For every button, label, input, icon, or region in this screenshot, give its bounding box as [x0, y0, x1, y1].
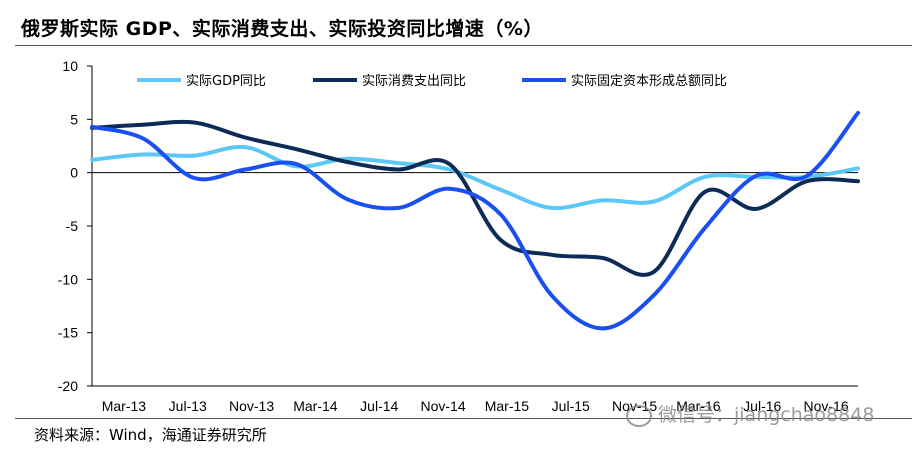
watermark: 微信号：jiangchao8848	[626, 400, 874, 427]
x-tick-label: Jul-15	[552, 398, 590, 414]
y-tick-label: -5	[66, 218, 79, 234]
y-tick-label: -20	[58, 378, 78, 394]
x-tick-label: Jul-13	[169, 398, 207, 414]
series-investment-line	[90, 110, 860, 331]
legend-label: 实际固定资本形成总额同比	[571, 74, 727, 89]
series-consumption-line	[90, 119, 860, 277]
y-tick-label: -15	[58, 325, 78, 341]
wechat-logo-icon	[626, 404, 652, 427]
x-tick-label: Nov-16	[804, 398, 849, 414]
source-note: 资料来源：Wind，海通证券研究所	[34, 426, 267, 444]
title-rule	[15, 45, 912, 46]
x-tick-label: Mar-14	[293, 398, 338, 414]
chart-title: 俄罗斯实际 GDP、实际消费支出、实际投资同比增速（%）	[21, 18, 543, 40]
y-tick-label: 10	[62, 58, 78, 74]
line-chart: 10 5 0 -5 -10 -15 -20 Mar-13 Jul-13 Nov-13 Mar-14 J…	[58, 58, 860, 414]
x-tick-label: Jul-14	[360, 398, 398, 414]
y-tick-label: -10	[58, 271, 78, 287]
y-tick-label: 5	[70, 111, 78, 127]
x-tick-label: Nov-14	[421, 398, 466, 414]
x-tick-label: Mar-13	[102, 398, 147, 414]
source-rule	[15, 418, 912, 419]
x-tick-label: Mar-15	[485, 398, 530, 414]
x-tick-label: Nov-13	[229, 398, 274, 414]
series-gdp-line	[90, 144, 860, 211]
x-tick-label: Mar-16	[676, 398, 721, 414]
x-tick-label: Jul-16	[743, 398, 781, 414]
legend-label: 实际GDP同比	[186, 74, 266, 89]
legend-label: 实际消费支出同比	[362, 74, 466, 89]
watermark-text: 微信号：jiangchao8848	[658, 404, 875, 426]
y-tick-label: 0	[70, 165, 78, 181]
